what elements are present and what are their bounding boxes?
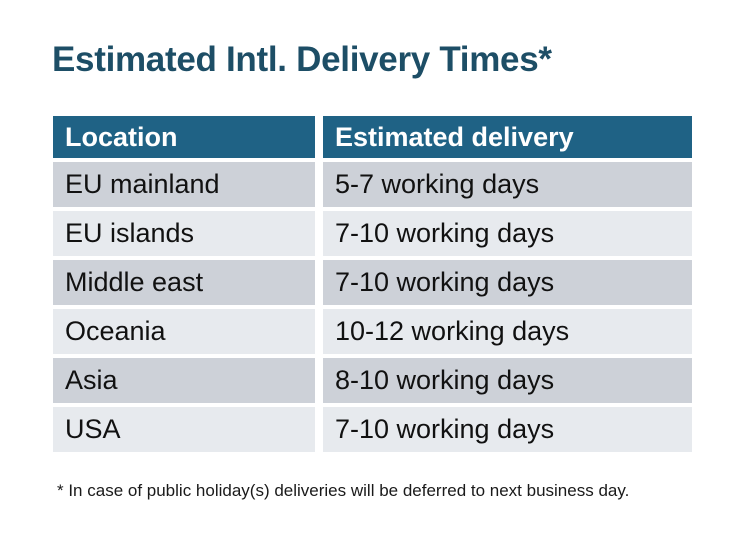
page-title: Estimated Intl. Delivery Times* [52, 40, 552, 79]
location-cell-oceania: Oceania [53, 309, 315, 354]
location-cell-usa: USA [53, 407, 315, 452]
header-cell-location: Location [53, 116, 315, 158]
delivery-cell-usa: 7-10 working days [323, 407, 692, 452]
delivery-cell-asia: 8-10 working days [323, 358, 692, 403]
public-holiday-footnote: * In case of public holiday(s) deliverie… [57, 481, 630, 500]
delivery-cell-eu-islands: 7-10 working days [323, 211, 692, 256]
header-cell-estimated-delivery: Estimated delivery [323, 116, 692, 158]
delivery-cell-oceania: 10-12 working days [323, 309, 692, 354]
location-cell-eu-mainland: EU mainland [53, 162, 315, 207]
location-cell-asia: Asia [53, 358, 315, 403]
location-cell-middle-east: Middle east [53, 260, 315, 305]
delivery-times-table: Location Estimated delivery EU mainland … [53, 116, 692, 452]
delivery-cell-eu-mainland: 5-7 working days [323, 162, 692, 207]
location-cell-eu-islands: EU islands [53, 211, 315, 256]
delivery-cell-middle-east: 7-10 working days [323, 260, 692, 305]
